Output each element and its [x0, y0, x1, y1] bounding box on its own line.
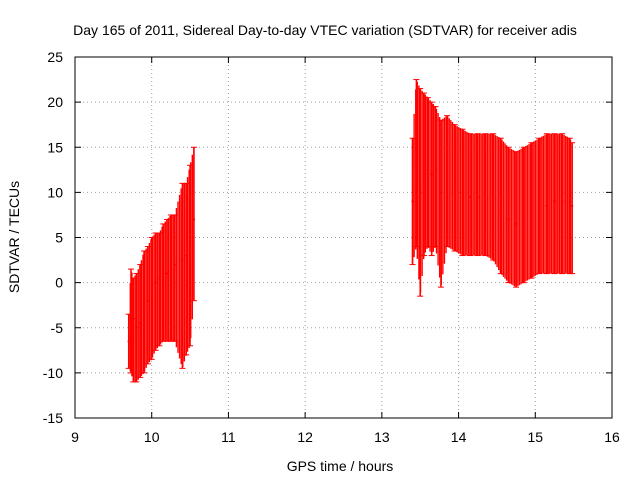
chart-title: Day 165 of 2011, Sidereal Day-to-day VTE… — [73, 22, 577, 38]
x-tick-label: 9 — [71, 429, 79, 445]
x-tick-label: 12 — [297, 429, 313, 445]
data-point — [545, 204, 548, 208]
data-point — [537, 209, 541, 212]
data-point — [158, 276, 161, 280]
data-point — [499, 209, 502, 212]
plot-frame — [74, 56, 613, 419]
y-tick-label: 20 — [47, 94, 63, 110]
y-tick-label: -5 — [51, 320, 64, 336]
data-point — [484, 195, 487, 199]
data-point — [146, 299, 150, 302]
x-tick-label: 16 — [604, 429, 620, 445]
data-point — [434, 177, 437, 181]
y-axis-label: SDTVAR / TECUs — [6, 181, 22, 293]
data-point — [570, 204, 574, 208]
data-marks — [125, 79, 576, 383]
data-point — [154, 281, 157, 284]
x-tick-label: 11 — [221, 429, 236, 445]
data-point — [507, 218, 510, 221]
data-point — [162, 272, 165, 275]
data-point — [181, 258, 184, 262]
y-tick-label: -15 — [43, 410, 63, 426]
data-point — [445, 182, 449, 185]
y-tick-label: 5 — [55, 230, 63, 246]
data-point — [135, 326, 138, 329]
grid — [75, 57, 612, 418]
data-point — [185, 254, 188, 257]
data-point — [522, 218, 525, 221]
data-point — [530, 213, 533, 217]
data-point — [188, 236, 192, 239]
data-point — [568, 204, 572, 208]
data-point — [129, 308, 133, 311]
x-tick-label: 14 — [451, 429, 467, 445]
y-tick-label: 0 — [55, 275, 63, 291]
data-point — [411, 200, 414, 203]
data-point — [165, 272, 169, 275]
data-point — [169, 267, 173, 271]
data-point — [468, 195, 472, 199]
data-point — [192, 218, 196, 221]
data-point — [173, 263, 176, 266]
y-tick-label: 10 — [47, 184, 63, 200]
y-tick-label: -10 — [43, 365, 63, 381]
data-point — [415, 164, 418, 167]
data-point — [422, 173, 426, 176]
data-point — [476, 195, 479, 199]
data-point — [127, 340, 130, 343]
data-point — [453, 186, 456, 190]
data-point — [560, 200, 564, 203]
x-tick-label: 13 — [374, 429, 390, 445]
y-tick-label: 25 — [47, 49, 63, 65]
data-point — [439, 191, 443, 194]
data-point — [419, 191, 422, 194]
data-point — [553, 200, 556, 203]
data-point — [491, 200, 495, 203]
data-point — [142, 308, 146, 311]
data-point — [132, 317, 135, 320]
data-point — [514, 222, 518, 226]
data-point — [150, 290, 153, 293]
x-tick-label: 15 — [527, 429, 543, 445]
data-point — [430, 173, 433, 176]
x-tick-label: 10 — [144, 429, 160, 445]
x-axis-label: GPS time / hours — [287, 458, 394, 474]
data-point — [139, 322, 142, 325]
y-tick-label: 15 — [47, 139, 63, 155]
data-point — [426, 168, 430, 172]
data-point — [461, 191, 464, 194]
